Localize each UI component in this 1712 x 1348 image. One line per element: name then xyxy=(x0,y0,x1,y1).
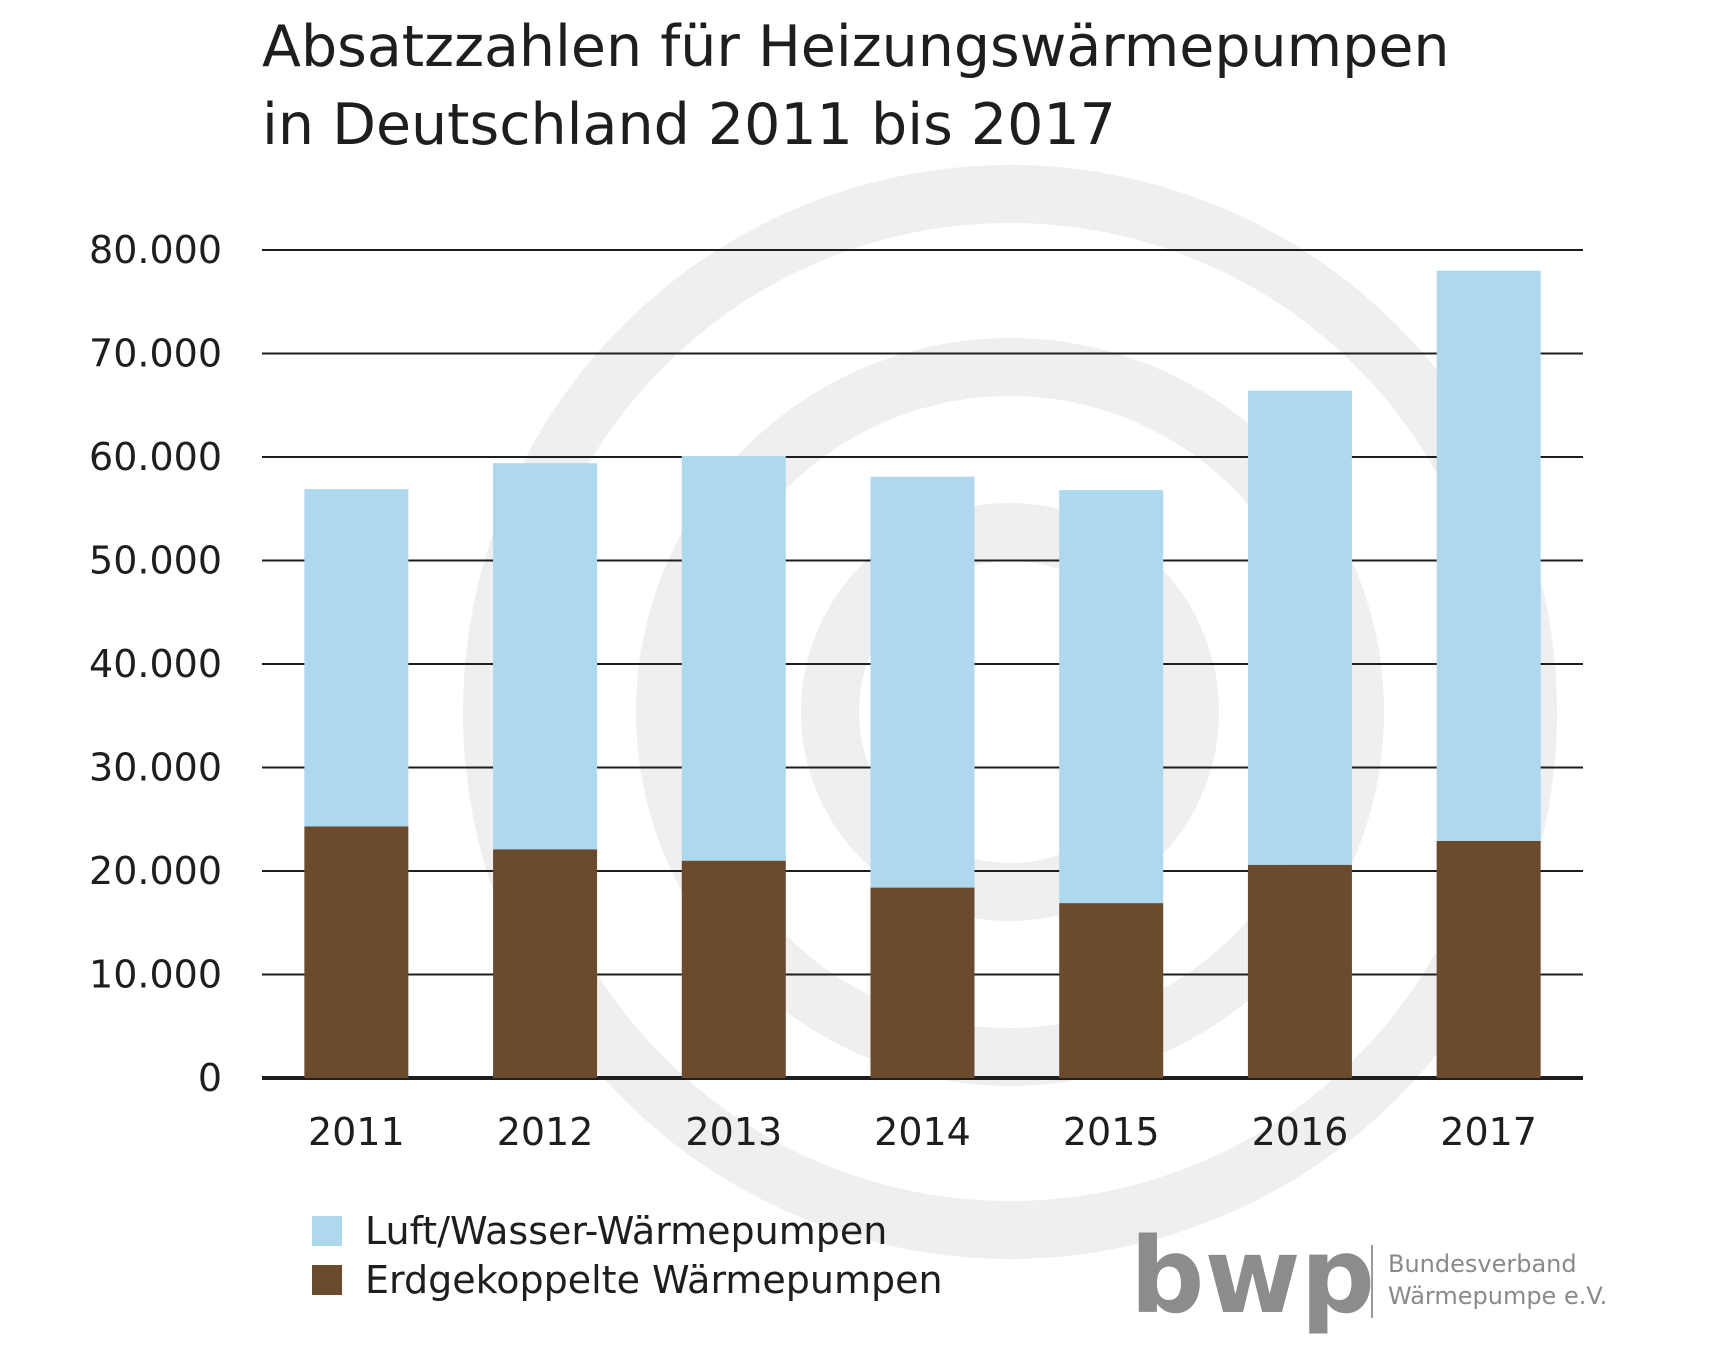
brand-name-line-2: Wärmepumpe e.V. xyxy=(1388,1282,1607,1310)
y-tick-label: 20.000 xyxy=(89,849,222,893)
legend-label-luft-wasser-waermepumpen: Luft/Wasser-Wärmepumpen xyxy=(365,1209,887,1253)
bar-luft-wasser-waermepumpen-2015 xyxy=(1059,490,1164,904)
bwp-logo-text: bwp xyxy=(1130,1215,1375,1337)
bwp-logo: bwp Bundesverband Wärmepumpe e.V. xyxy=(1130,1215,1607,1337)
x-tick-label-2016: 2016 xyxy=(1252,1110,1349,1154)
watermark-ring-3 xyxy=(801,503,1219,921)
chart-title: Absatzzahlen für Heizungswärmepumpen in … xyxy=(262,14,1450,158)
bar-erdgekoppelte-waermepumpen-2012 xyxy=(493,849,598,1078)
y-tick-label: 0 xyxy=(198,1056,222,1100)
legend-swatch-erdgekoppelte-waermepumpen xyxy=(312,1265,342,1295)
x-tick-label-2015: 2015 xyxy=(1063,1110,1160,1154)
legend: Luft/Wasser-Wärmepumpen Erdgekoppelte Wär… xyxy=(312,1209,943,1302)
bar-erdgekoppelte-waermepumpen-2016 xyxy=(1247,864,1352,1078)
bar-erdgekoppelte-waermepumpen-2017 xyxy=(1436,840,1541,1078)
y-tick-label: 50.000 xyxy=(89,539,222,583)
spiral-watermark xyxy=(463,165,1557,1259)
bar-luft-wasser-waermepumpen-2017 xyxy=(1436,270,1541,841)
bar-luft-wasser-waermepumpen-2013 xyxy=(681,455,786,861)
bars xyxy=(304,270,1541,1078)
y-tick-label: 80.000 xyxy=(89,228,222,272)
bar-erdgekoppelte-waermepumpen-2013 xyxy=(681,860,786,1078)
y-tick-label: 10.000 xyxy=(89,953,222,997)
bar-erdgekoppelte-waermepumpen-2011 xyxy=(304,826,409,1078)
x-tick-label-2011: 2011 xyxy=(308,1110,405,1154)
bar-luft-wasser-waermepumpen-2012 xyxy=(493,463,598,850)
y-axis-tick-labels: 0 10.000 20.000 30.000 40.000 50.000 60.000 70.… xyxy=(89,228,222,1100)
bar-erdgekoppelte-waermepumpen-2015 xyxy=(1059,903,1164,1078)
x-tick-label-2014: 2014 xyxy=(874,1110,971,1154)
bar-erdgekoppelte-waermepumpen-2014 xyxy=(870,887,975,1078)
legend-label-erdgekoppelte-waermepumpen: Erdgekoppelte Wärmepumpen xyxy=(365,1258,943,1302)
y-tick-label: 60.000 xyxy=(89,435,222,479)
y-tick-label: 30.000 xyxy=(89,746,222,790)
chart-title-line-1: Absatzzahlen für Heizungswärmepumpen xyxy=(262,14,1450,80)
legend-swatch-luft-wasser-waermepumpen xyxy=(312,1216,342,1246)
bar-luft-wasser-waermepumpen-2014 xyxy=(870,476,975,888)
y-tick-label: 40.000 xyxy=(89,642,222,686)
bar-luft-wasser-waermepumpen-2016 xyxy=(1247,390,1352,865)
x-tick-label-2017: 2017 xyxy=(1440,1110,1537,1154)
brand-name-line-1: Bundesverband xyxy=(1388,1250,1577,1278)
x-tick-label-2013: 2013 xyxy=(685,1110,782,1154)
y-tick-label: 70.000 xyxy=(89,332,222,376)
watermark-ring-2 xyxy=(636,338,1384,1086)
x-axis-tick-labels: 2011 2012 2013 2014 2015 2016 2017 xyxy=(308,1110,1537,1154)
chart-title-line-2: in Deutschland 2011 bis 2017 xyxy=(262,92,1116,158)
x-tick-label-2012: 2012 xyxy=(497,1110,594,1154)
bar-luft-wasser-waermepumpen-2011 xyxy=(304,489,409,827)
